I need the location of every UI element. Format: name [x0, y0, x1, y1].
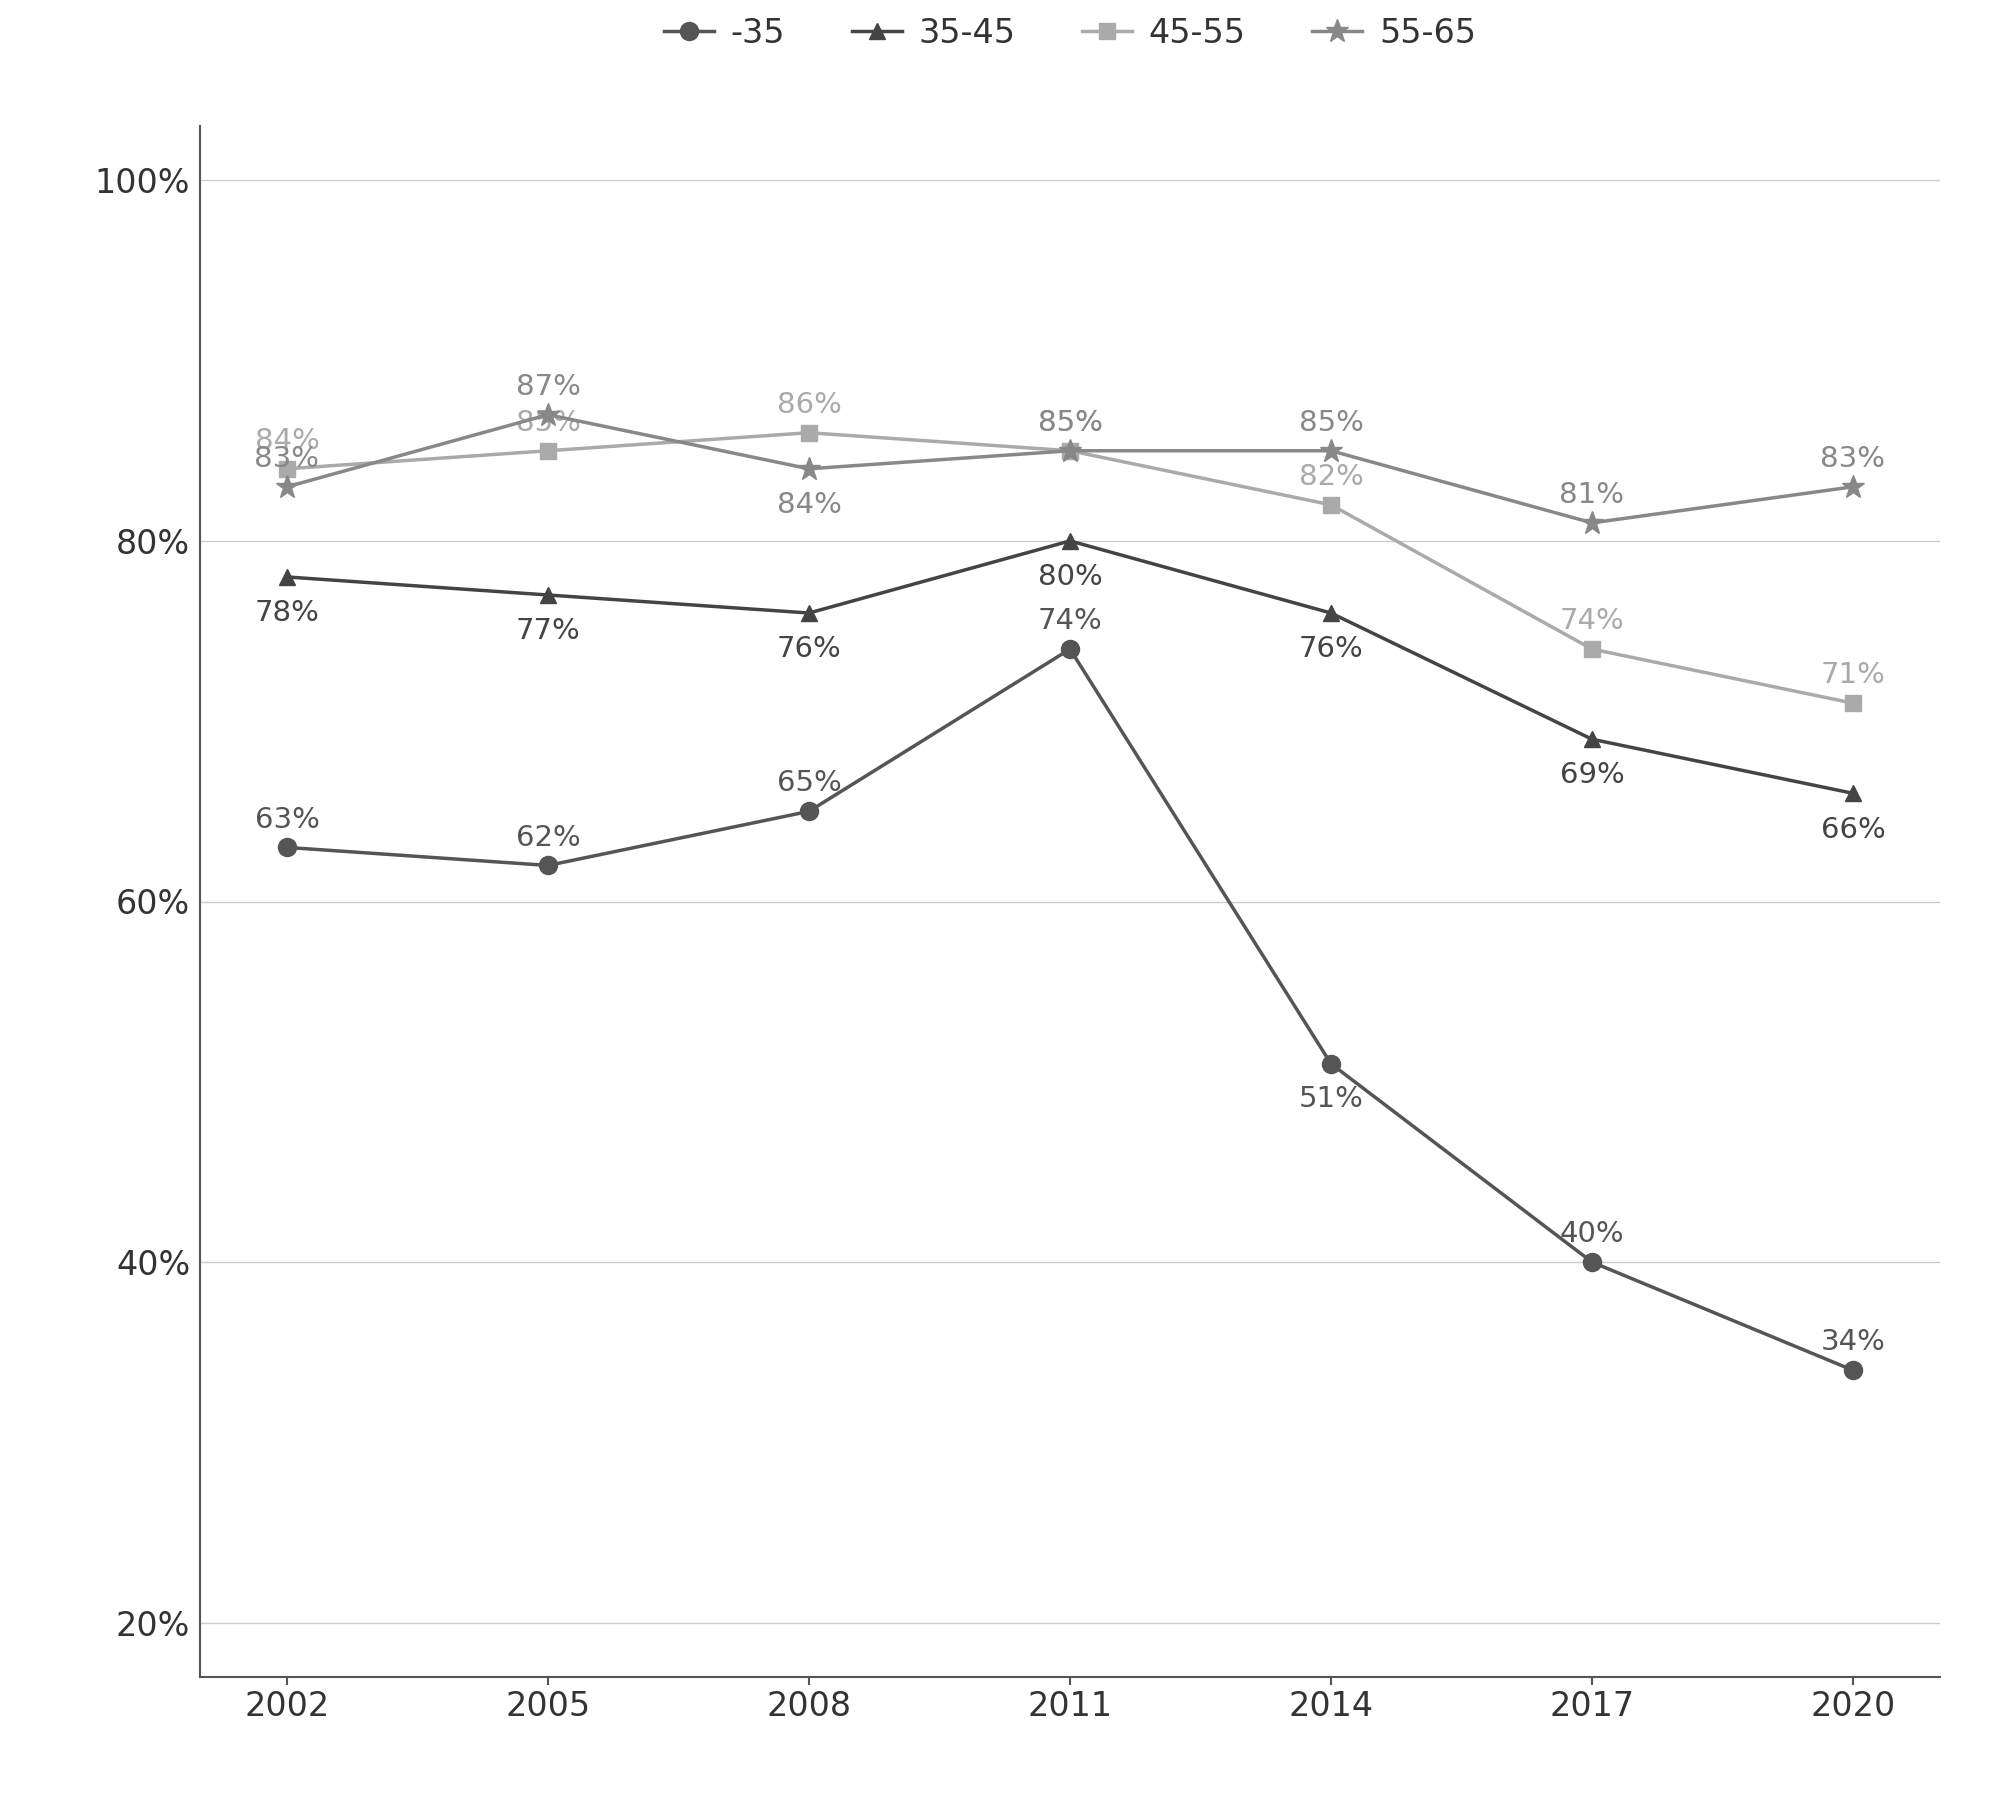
Text: 65%: 65%: [776, 770, 842, 797]
Text: 78%: 78%: [254, 599, 320, 627]
Text: 66%: 66%: [1820, 815, 1886, 844]
Text: 40%: 40%: [1560, 1221, 1624, 1248]
Text: 80%: 80%: [1038, 563, 1102, 591]
Text: 85%: 85%: [1038, 409, 1102, 436]
Text: 84%: 84%: [254, 427, 320, 454]
Text: 34%: 34%: [1820, 1329, 1886, 1356]
Text: 76%: 76%: [776, 635, 842, 664]
Text: 83%: 83%: [1820, 445, 1886, 472]
Text: 63%: 63%: [254, 806, 320, 833]
Text: 81%: 81%: [1560, 481, 1624, 508]
Text: 69%: 69%: [1560, 761, 1624, 790]
Text: 82%: 82%: [1298, 463, 1364, 490]
Text: 85%: 85%: [516, 409, 580, 436]
Text: 51%: 51%: [1298, 1085, 1364, 1112]
Legend: -35, 35-45, 45-55, 55-65: -35, 35-45, 45-55, 55-65: [650, 4, 1490, 63]
Text: 77%: 77%: [516, 617, 580, 645]
Text: 74%: 74%: [1560, 608, 1624, 635]
Text: 76%: 76%: [1298, 635, 1364, 664]
Text: 84%: 84%: [776, 490, 842, 519]
Text: 87%: 87%: [516, 373, 580, 400]
Text: 85%: 85%: [1038, 409, 1102, 436]
Text: 85%: 85%: [1298, 409, 1364, 436]
Text: 71%: 71%: [1820, 662, 1886, 689]
Text: 62%: 62%: [516, 824, 580, 851]
Text: 86%: 86%: [776, 391, 842, 418]
Text: 74%: 74%: [1038, 608, 1102, 635]
Text: 83%: 83%: [254, 445, 320, 472]
